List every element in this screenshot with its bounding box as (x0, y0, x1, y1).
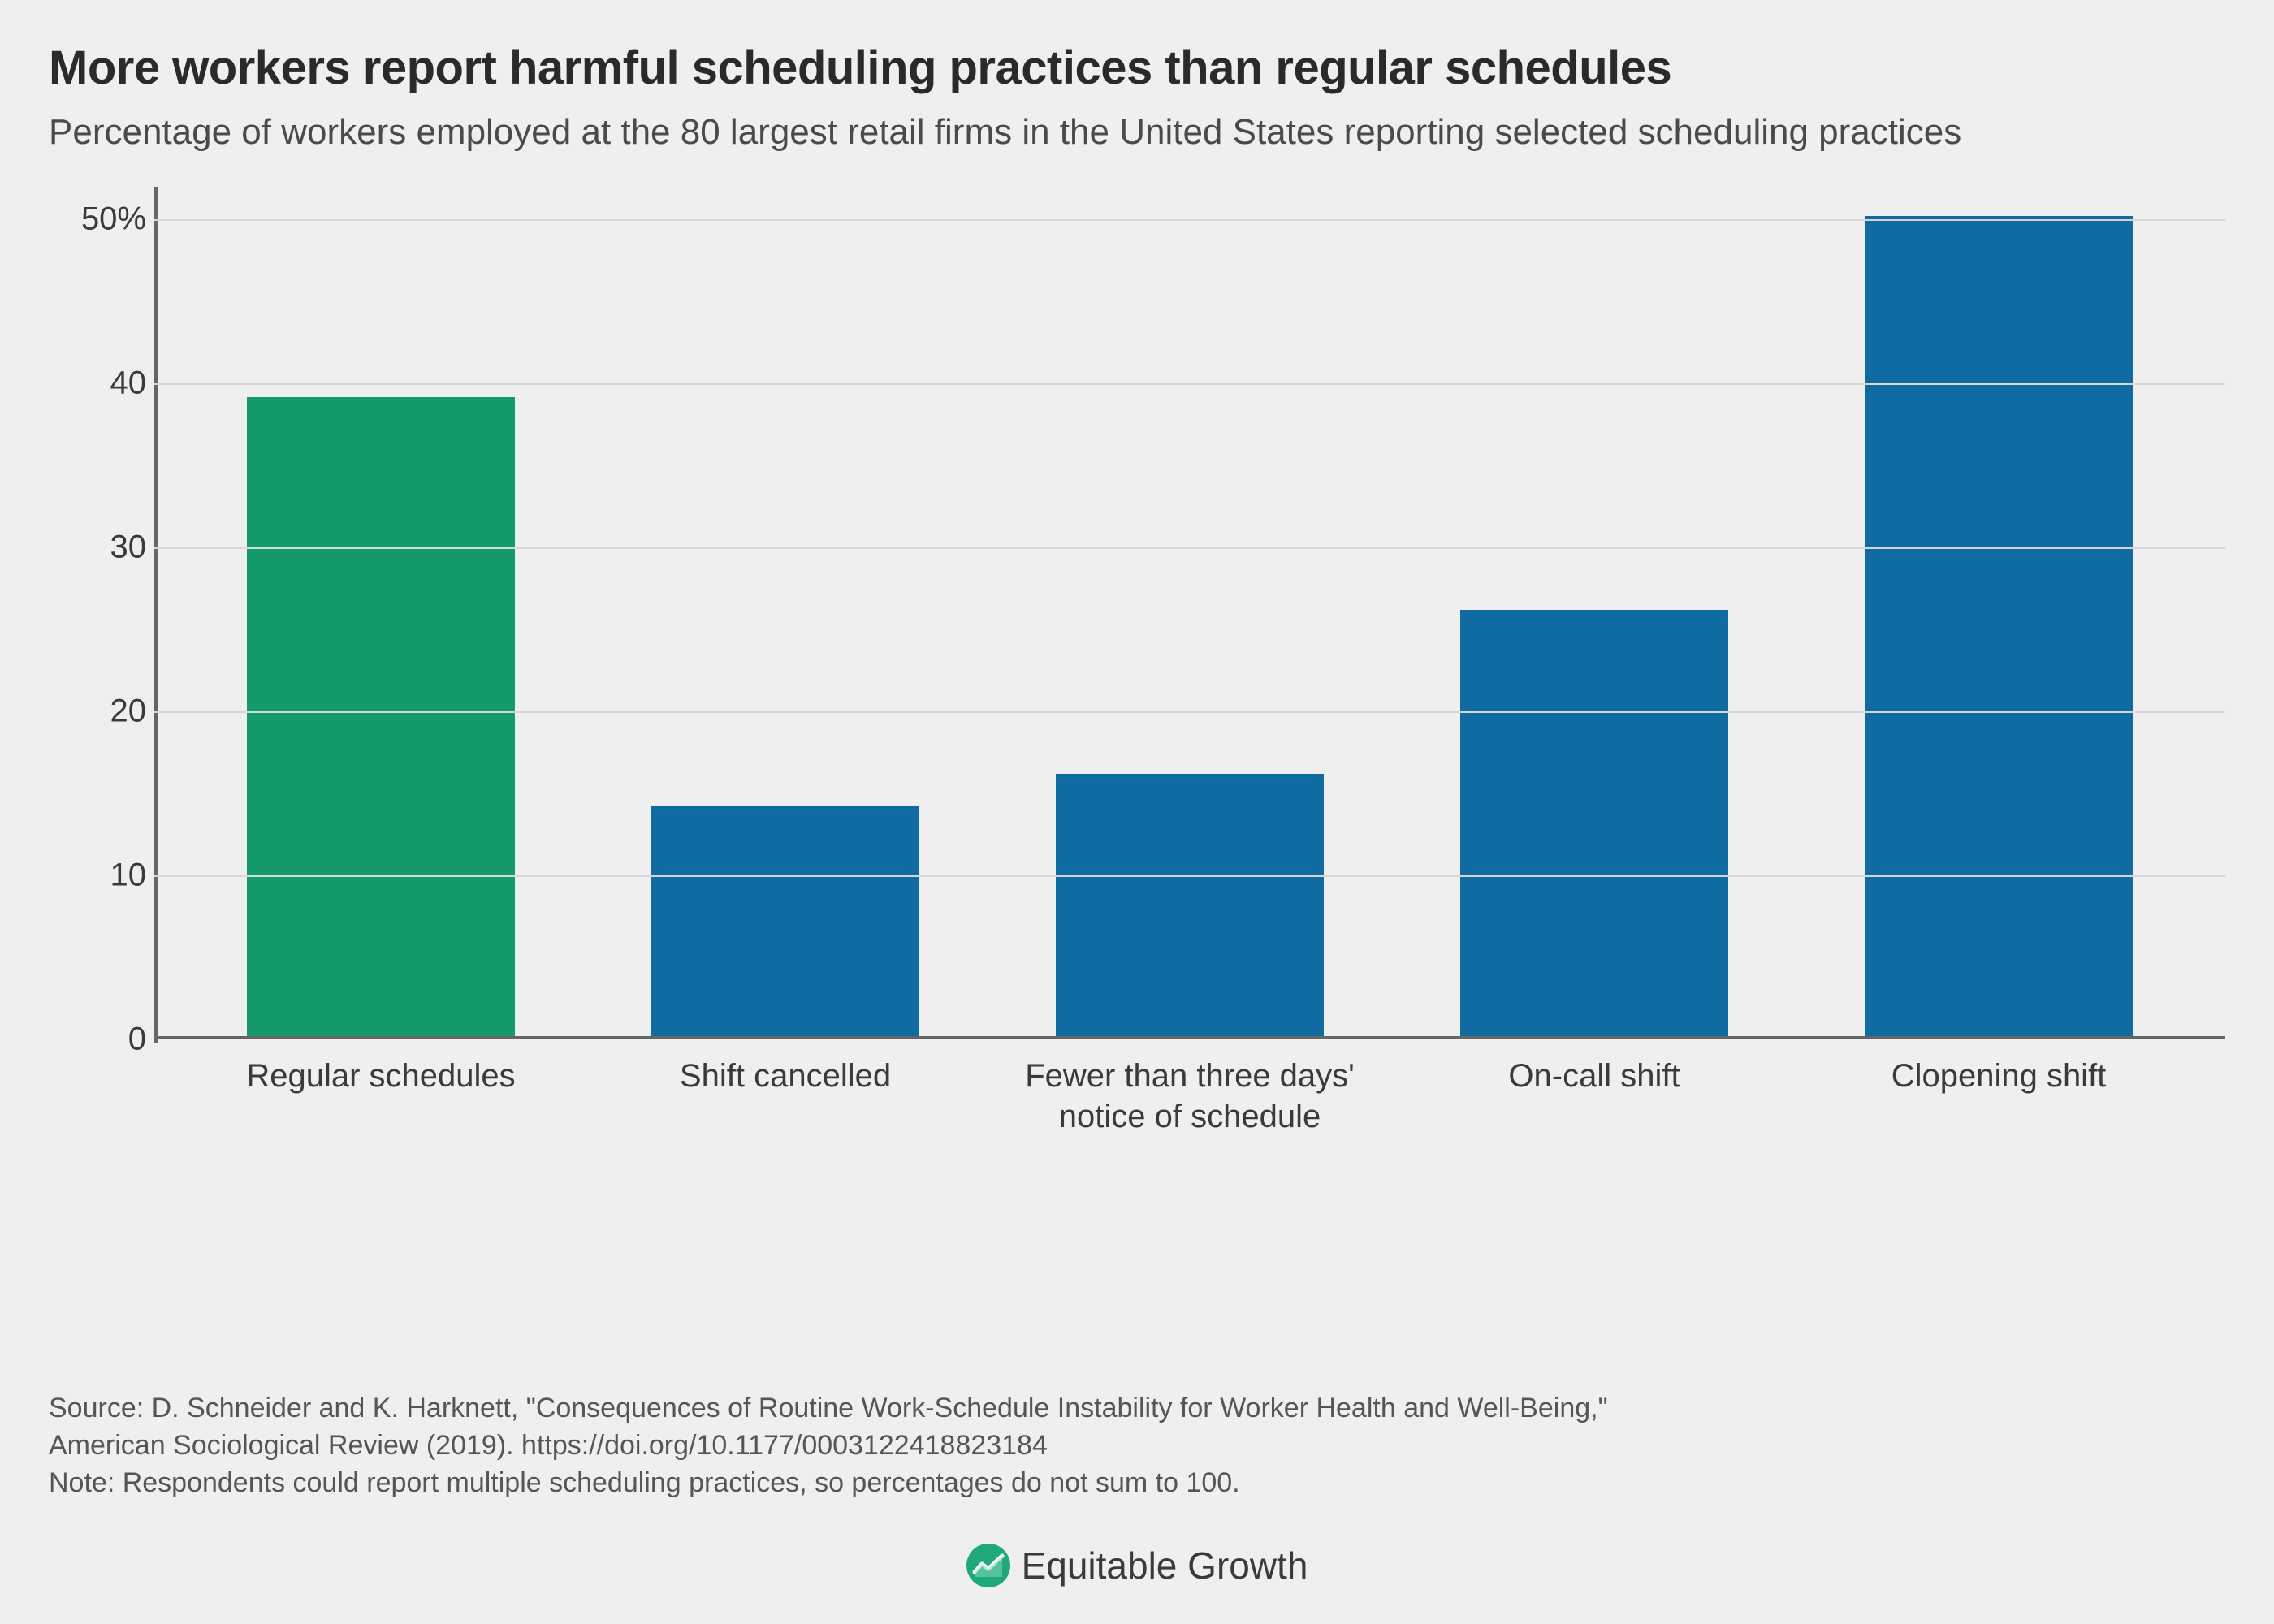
y-tick-label: 40 (49, 365, 146, 402)
source-line-2: American Sociological Review (2019). htt… (49, 1427, 1608, 1465)
grid-line (154, 219, 2225, 221)
chart-subtitle: Percentage of workers employed at the 80… (49, 110, 1998, 154)
chart-title: More workers report harmful scheduling p… (49, 41, 2225, 95)
y-tick-label: 10 (49, 857, 146, 894)
grid-line (154, 711, 2225, 713)
y-tick-label: 20 (49, 693, 146, 730)
logo: Equitable Growth (0, 1544, 2274, 1587)
x-tick-label: Regular schedules (179, 1056, 583, 1137)
bar (651, 806, 919, 1036)
bar (1460, 610, 1728, 1036)
chart-area: 0 10 20 30 40 50% Regular schedulesShift canc… (49, 187, 2225, 1202)
footer-note: Note: Respondents could report multiple … (49, 1465, 1608, 1502)
bars-container (154, 187, 2225, 1036)
x-axis-labels: Regular schedulesShift cancelledFewer th… (154, 1056, 2225, 1137)
grid-line (154, 875, 2225, 877)
bar-slot (179, 187, 583, 1036)
bar (247, 397, 515, 1037)
x-tick-label: Clopening shift (1796, 1056, 2201, 1137)
plot-area (154, 187, 2225, 1039)
y-tick-label: 50% (49, 201, 146, 238)
logo-mark-icon (966, 1544, 1010, 1587)
y-axis: 01020304050% (49, 187, 154, 1039)
source-line-1: Source: D. Schneider and K. Harknett, "C… (49, 1390, 1608, 1427)
bar-slot (1796, 187, 2201, 1036)
bar-slot (1392, 187, 1796, 1036)
x-tick-label: Shift cancelled (583, 1056, 988, 1137)
bar (1865, 216, 2133, 1036)
bar-slot (988, 187, 1392, 1036)
grid-line (154, 383, 2225, 385)
bar-slot (583, 187, 988, 1036)
x-tick-label: On-call shift (1392, 1056, 1796, 1137)
y-tick-label: 30 (49, 529, 146, 566)
grid-line (154, 547, 2225, 549)
chart-footer: Source: D. Schneider and K. Harknett, "C… (49, 1390, 1608, 1502)
logo-text: Equitable Growth (1022, 1544, 1308, 1587)
y-tick-label: 0 (49, 1021, 146, 1058)
bar (1056, 774, 1324, 1036)
x-tick-label: Fewer than three days' notice of schedul… (988, 1056, 1392, 1137)
